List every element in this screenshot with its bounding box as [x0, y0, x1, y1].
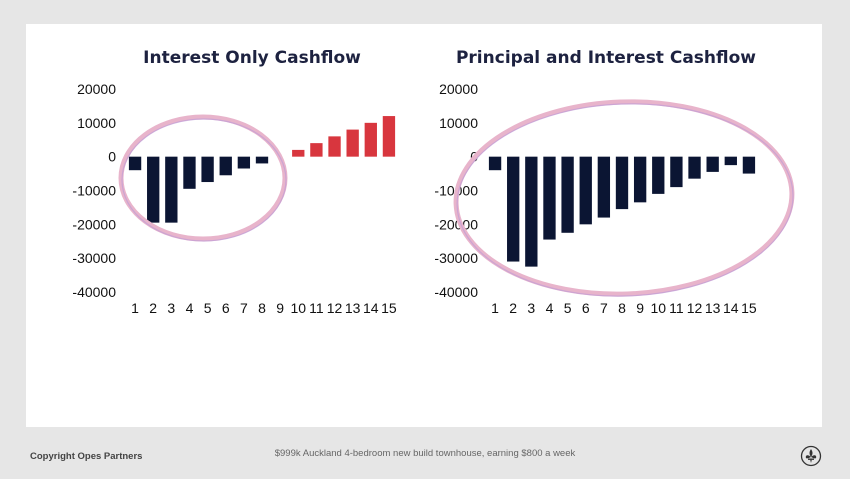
bar — [219, 156, 232, 176]
x-tick-label: 15 — [741, 300, 757, 316]
y-tick-label: 0 — [108, 149, 116, 165]
interest-only-chart: Interest Only Cashflow 20000 10000 0 -10000… — [72, 48, 397, 316]
bar — [597, 156, 611, 218]
bar — [237, 156, 251, 169]
x-tick-label: 3 — [167, 300, 175, 316]
x-tick-label: 1 — [131, 300, 139, 316]
x-tick-label: 15 — [381, 300, 397, 316]
bar — [310, 143, 323, 157]
slide: Interest Only Cashflow 20000 10000 0 -10000… — [26, 24, 822, 427]
x-tick-label: 5 — [564, 300, 572, 316]
footer-caption: $999k Auckland 4-bedroom new build townh… — [274, 448, 576, 459]
fleur-de-lis-icon — [800, 445, 822, 467]
x-tick-label: 7 — [240, 300, 248, 316]
bar — [742, 156, 756, 174]
bar — [543, 156, 556, 240]
bar — [561, 156, 574, 233]
highlight-ellipse — [453, 99, 795, 297]
chart-title: Interest Only Cashflow — [143, 48, 361, 68]
principal-interest-chart: Principal and Interest Cashflow 20000 100… — [434, 48, 795, 316]
x-tick-label: 2 — [509, 300, 517, 316]
x-tick-label: 11 — [669, 300, 684, 316]
x-tick-label: 3 — [527, 300, 535, 316]
x-tick-label: 5 — [204, 300, 212, 316]
highlight-ellipse-shadow — [121, 118, 287, 242]
bar — [525, 156, 538, 267]
y-tick-label: 10000 — [77, 115, 116, 131]
bar — [615, 156, 629, 210]
x-tick-label: 12 — [327, 300, 343, 316]
x-tick-label: 6 — [222, 300, 230, 316]
y-tick-label: -40000 — [434, 284, 478, 300]
x-tick-label: 9 — [636, 300, 644, 316]
bar — [382, 116, 396, 157]
x-tick-label: 14 — [363, 300, 379, 316]
bar — [670, 156, 683, 188]
bar — [183, 156, 196, 189]
x-tick-label: 7 — [600, 300, 608, 316]
copyright-text: Copyright Opes Partners — [30, 451, 143, 462]
highlight-ellipse-shadow — [456, 103, 794, 297]
bar — [488, 156, 502, 171]
x-tick-label: 4 — [546, 300, 554, 316]
bar — [507, 156, 520, 262]
bar — [633, 156, 647, 203]
x-tick-label: 10 — [650, 300, 666, 316]
highlight-ellipse — [118, 114, 288, 242]
x-tick-label: 8 — [618, 300, 626, 316]
x-tick-label: 13 — [345, 300, 361, 316]
bar — [346, 129, 359, 157]
y-tick-label: 20000 — [439, 81, 478, 97]
x-tick-label: 1 — [491, 300, 499, 316]
x-tick-label: 6 — [582, 300, 590, 316]
bar — [724, 156, 737, 166]
x-tick-label: 12 — [687, 300, 703, 316]
chart-title: Principal and Interest Cashflow — [456, 48, 756, 68]
bar — [292, 149, 305, 157]
bar — [255, 156, 269, 164]
y-tick-label: 20000 — [77, 81, 116, 97]
y-tick-label: -10000 — [72, 183, 116, 199]
y-tick-label: -30000 — [434, 250, 478, 266]
x-tick-label: 14 — [723, 300, 739, 316]
x-tick-label: 13 — [705, 300, 721, 316]
x-tick-label: 9 — [276, 300, 284, 316]
bar — [128, 156, 142, 171]
bar — [706, 156, 719, 172]
bar — [652, 156, 665, 194]
y-tick-label: -30000 — [72, 250, 116, 266]
x-tick-label: 11 — [309, 300, 324, 316]
bar — [688, 156, 701, 179]
bar — [364, 122, 377, 157]
y-tick-label: -20000 — [434, 216, 478, 232]
x-tick-label: 2 — [149, 300, 157, 316]
bar — [165, 156, 178, 223]
bar — [201, 156, 214, 183]
x-tick-label: 8 — [258, 300, 266, 316]
y-tick-label: 10000 — [439, 115, 478, 131]
y-tick-label: -40000 — [72, 284, 116, 300]
x-tick-label: 4 — [186, 300, 194, 316]
x-tick-label: 10 — [290, 300, 306, 316]
bar — [579, 156, 592, 225]
y-tick-label: -20000 — [72, 216, 116, 232]
bar — [147, 156, 160, 223]
bar — [328, 136, 341, 157]
